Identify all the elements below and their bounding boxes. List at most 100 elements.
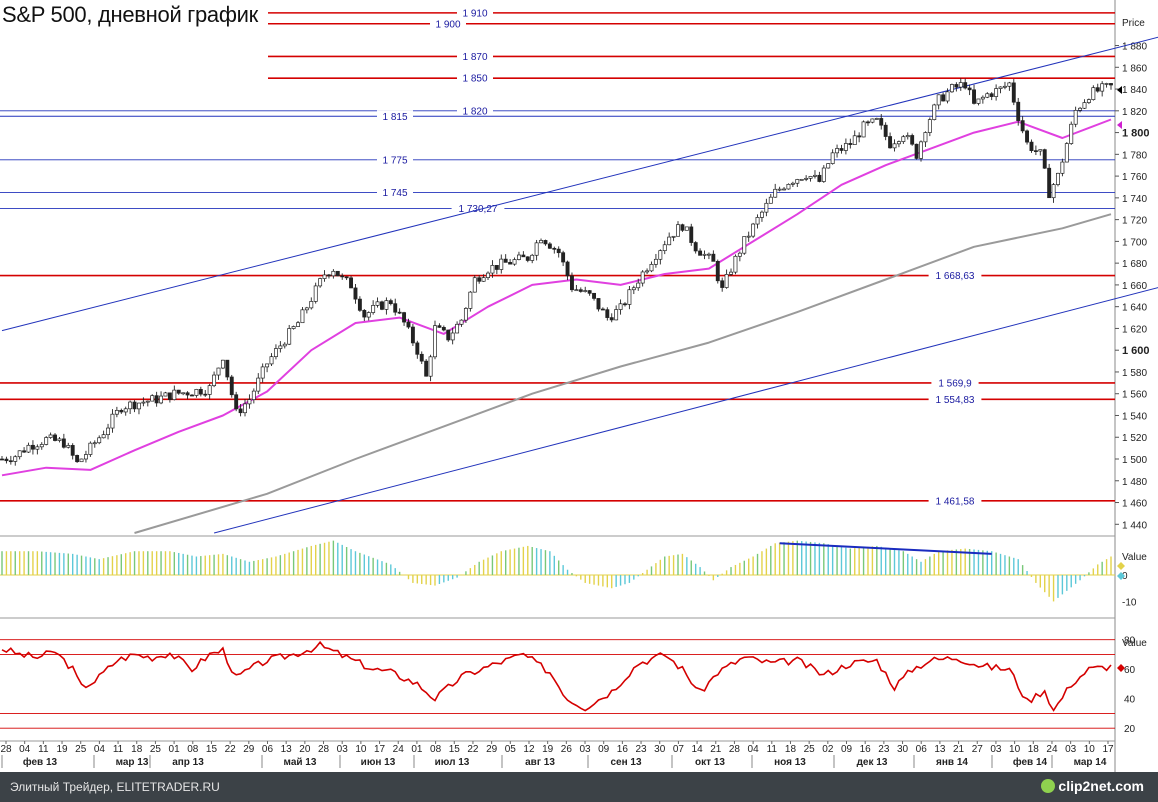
level-label: 1 820 [462, 106, 487, 117]
candle-body [600, 308, 605, 311]
candle-body [680, 224, 685, 231]
candle-body [472, 277, 477, 293]
candle-body [167, 392, 172, 400]
candle-body [592, 292, 597, 299]
candle-body [742, 236, 747, 254]
candle-body [998, 86, 1003, 89]
candle-body [88, 442, 93, 455]
rsi-line [1, 640, 1112, 712]
candle-body [1109, 83, 1113, 86]
candle-body [755, 217, 760, 225]
candle-body [989, 93, 994, 97]
month-label: дек 13 [857, 757, 888, 768]
date-tick-label: 23 [635, 744, 647, 755]
candle-body [618, 303, 623, 310]
level-label: 1 775 [382, 155, 407, 166]
candle-body [207, 385, 212, 395]
candle-body [44, 437, 49, 445]
candle-body [640, 271, 645, 284]
candle-body [291, 326, 296, 329]
price-tick-label: 1 640 [1122, 303, 1147, 314]
brand-logo[interactable]: clip2net.com [1041, 778, 1144, 794]
date-tick-label: 01 [411, 744, 423, 755]
level-label-bg [430, 17, 466, 29]
candle-body [8, 460, 13, 463]
candle-body [225, 359, 230, 378]
date-tick-label: 28 [729, 744, 741, 755]
candle-body [1086, 99, 1091, 103]
candle-body [888, 136, 893, 149]
month-label: авг 13 [525, 757, 555, 768]
candle-body [397, 311, 402, 314]
level-label-bg [928, 494, 982, 506]
candle-body [565, 261, 570, 277]
candle-body [963, 82, 968, 89]
candle-body [101, 434, 106, 439]
candle-body [914, 143, 919, 159]
candle-body [623, 303, 627, 306]
date-tick-label: 25 [75, 744, 87, 755]
candle-body [446, 329, 451, 341]
candle-body [437, 325, 442, 328]
candle-body [874, 118, 879, 120]
candle-body [1073, 109, 1078, 125]
candle-body [574, 289, 579, 292]
price-tick-label: 1 520 [1122, 433, 1147, 444]
candle-body [972, 89, 976, 104]
candle-body [813, 174, 817, 177]
price-tick-label: 1 580 [1122, 368, 1147, 379]
candle-body [768, 196, 773, 204]
date-tick-label: 25 [804, 744, 816, 755]
osc-tick-label: -10 [1122, 597, 1137, 608]
candle-body [243, 403, 247, 414]
month-label: июл 13 [435, 757, 470, 768]
candle-body [375, 301, 380, 306]
date-tick-label: 04 [94, 744, 106, 755]
level-label: 1 461,58 [936, 496, 975, 507]
candle-body [751, 223, 756, 237]
price-tick-label: 1 880 [1122, 42, 1147, 53]
candle-body [265, 363, 270, 368]
candle-body [335, 270, 340, 277]
candle-body [724, 274, 729, 288]
month-label: май 13 [284, 757, 317, 768]
price-tick-label: 1 560 [1122, 390, 1147, 401]
candle-body [508, 262, 513, 265]
price-tick-label: 1 620 [1122, 324, 1147, 335]
candle-body [561, 252, 566, 263]
brand-label: clip2net.com [1058, 778, 1144, 794]
candle-body [923, 132, 928, 143]
level-label-bg [928, 269, 982, 281]
candle-body [486, 272, 490, 278]
candle-body [662, 244, 667, 252]
candle-body [380, 301, 384, 310]
candle-body [203, 393, 208, 396]
candle-body [22, 450, 27, 453]
candle-body [848, 143, 853, 145]
price-tick-label: 1 480 [1122, 477, 1147, 488]
candle-body [1003, 85, 1007, 88]
candle-body [835, 148, 840, 154]
date-tick-label: 15 [206, 744, 218, 755]
candle-body [773, 188, 778, 198]
candle-body [344, 276, 349, 279]
candle-body [746, 235, 751, 238]
candle-body [366, 312, 371, 318]
candle-body [247, 399, 252, 405]
level-label: 1 815 [382, 112, 407, 123]
candle-body [583, 290, 588, 292]
price-tick-label: 1 700 [1122, 237, 1147, 248]
candle-body [150, 395, 155, 402]
candle-body [402, 312, 407, 323]
date-tick-label: 06 [262, 744, 274, 755]
candle-body [649, 263, 654, 272]
candle-body [799, 178, 804, 181]
candle-body [296, 322, 300, 327]
candle-body [353, 287, 358, 300]
month-label: фев 13 [23, 756, 58, 768]
candle-body [1020, 120, 1025, 132]
date-tick-label: 04 [19, 744, 31, 755]
rsi-axis-label: Value [1122, 638, 1147, 649]
candle-body [322, 274, 327, 279]
rsi-tick-label: 40 [1124, 695, 1136, 706]
